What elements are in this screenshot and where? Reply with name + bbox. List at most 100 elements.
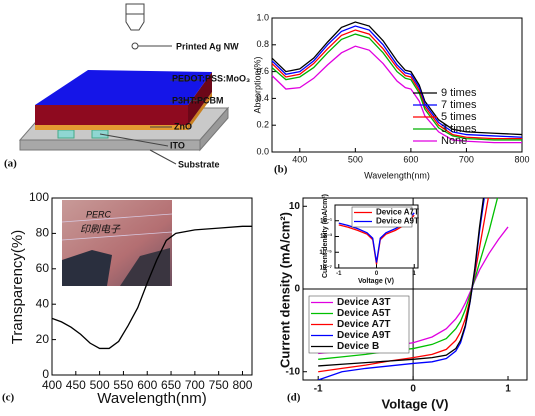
p3ht-side [188,92,212,130]
x-axis-label: Wavelength(nm) [97,390,206,407]
diagram-label: Printed Ag NW [176,41,239,51]
x-tick-label: 400 [292,154,307,164]
x-tick-label: -1 [314,384,323,395]
data-line [338,214,415,265]
legend-label: 3 times [441,123,477,135]
legend-label: None [441,135,467,147]
y-tick-label: 0.8 [256,39,269,49]
substrate-side [199,106,229,152]
x-tick-label: 600 [137,378,157,392]
y-tick-label: 10⁻⁷ [320,266,333,272]
leader [99,133,169,147]
y-tick-label: 100 [29,190,49,204]
legend-label: Device A3T [337,297,391,308]
y-tick-label: 0.2 [256,120,269,130]
legend-label: 9 times [441,87,477,99]
legend-label: Device A9T [376,217,419,226]
y-axis-label: Current density (mA/cm²) [277,212,292,368]
y-tick-label: 10⁻³ [320,233,332,240]
data-line [271,25,523,138]
y-tick-label: 10 [289,201,301,212]
diagram-label: ZnO [174,121,192,131]
y-tick-label: 0.0 [256,146,269,156]
photo-inset: PERC 印刷电子 [61,200,173,286]
x-tick-label: 800 [232,378,252,392]
nozzle [125,3,145,31]
diagram-label: P3HT:PCBM [172,95,224,105]
x-tick-label: 750 [209,378,229,392]
lines [51,225,252,350]
diagram-label: Substrate [178,159,220,169]
x-tick-label: 700 [185,378,205,392]
photo-text: 印刷电子 [80,224,121,236]
x-tick-label: 800 [514,154,529,164]
plot-frame [271,17,523,153]
diagram-label: ITO [170,140,185,150]
y-tick-label: 1.0 [256,12,269,22]
x-tick-label: 500 [90,378,110,392]
legend-label: Device B [337,341,379,352]
chart-panel: -1 0 1 -1 0 0 10 Voltage (V) Current density (mA… [277,197,528,411]
data-line [318,198,485,367]
photo-text: PERC [86,209,112,219]
legend-label: Device A5T [337,308,391,319]
diagram-label: PEDOT:PSS:MoO₃ [172,73,250,83]
droplet [131,42,139,50]
ag-layer [35,70,212,105]
pedot-front [35,105,188,125]
x-tick-label: 1 [505,384,511,395]
x-tick-label: 700 [459,154,474,164]
y-tick-label: 0 [42,367,49,381]
y-tick-label: 0.6 [256,66,269,76]
legend-label: Device A9T [337,330,391,341]
panel-label: (d) [287,392,301,404]
x-tick-label: -1 [336,271,342,277]
y-tick-label: 10⁻¹ [320,217,332,224]
photo-line [61,231,173,241]
y-tick-label: 10⁻⁵ [319,250,332,256]
data-line [271,33,522,141]
y-tick-label: 0 [294,284,300,295]
y-axis-label: Current density (mA/cm²) [322,194,329,278]
ito [57,129,75,139]
photo-hand [62,250,112,286]
x-tick-label: 600 [403,154,418,164]
x-axis-label: Voltage (V) [382,396,449,411]
panel-label: (a) [4,158,17,170]
x-tick-label: 400 [42,378,62,392]
leader [149,149,177,165]
y-axis-label: Transparency(%) [9,230,26,344]
data-line [271,29,522,140]
data-line [271,45,522,144]
lines [271,21,523,144]
pedot-side [188,72,212,125]
x-tick-label: 550 [113,378,133,392]
x-axis-label: Voltage (V) [358,278,394,285]
chart-panel: -1 0 1 10⁻¹ 10⁻³ 10⁻⁵ 10⁻⁷ Voltage (V) Current d… [319,194,419,285]
y-tick-label: 0.4 [256,93,269,103]
y-tick-label: 40 [36,296,50,310]
photo-line [61,213,173,223]
panel-label: (b) [274,164,288,176]
data-line [271,21,523,136]
leader [169,99,206,102]
device-diagram: Printed Ag NW PEDOT:PSS:MoO₃ P3HT:PCBM Z… [4,3,250,170]
x-tick-label: 0 [410,384,416,395]
chart-panel: 400 500 600 700 800 0.0 0.2 0.4 0.6 0.8 1.0 Wavelen… [252,12,529,180]
y-tick-label: 60 [36,261,50,275]
data-line [51,225,252,350]
y-tick-label: 80 [36,226,50,240]
legend-label: Device A7T [376,208,419,217]
x-tick-label: 450 [66,378,86,392]
y-tick-label: 20 [36,332,50,346]
legend-label: 5 times [441,111,477,123]
p3ht-front [35,125,188,130]
chart-panel: 400 450 500 550 600 650 700 750 800 0 20 40 60 80 100 W… [2,190,253,407]
x-axis-label: Wavelength(nm) [364,170,430,180]
x-tick-label: 0 [375,271,379,277]
x-tick-label: 1 [413,271,417,277]
x-tick-label: 650 [161,378,181,392]
plot-frame [51,197,253,376]
legend-label: Device A7T [337,319,391,330]
